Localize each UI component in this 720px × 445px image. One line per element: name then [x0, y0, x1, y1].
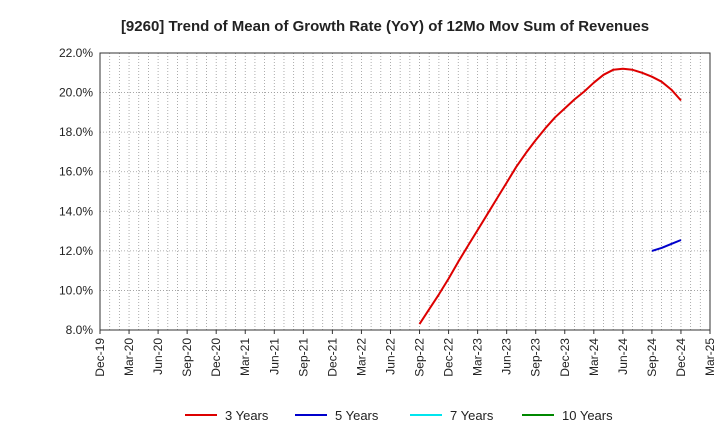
x-tick-label: Jun-23: [500, 338, 514, 375]
legend-label: 3 Years: [225, 408, 269, 423]
series-lines: [418, 67, 682, 325]
x-tick-label: Mar-22: [354, 338, 368, 376]
legend: 3 Years 5 Years 7 Years 10 Years: [185, 408, 613, 423]
x-tick-label: Mar-20: [122, 338, 136, 376]
y-tick-label: 16.0%: [59, 165, 93, 179]
x-tick-label: Dec-22: [442, 338, 456, 377]
x-tick-label: Sep-24: [645, 338, 659, 377]
grid: [100, 53, 710, 330]
x-tick-label: Mar-23: [471, 338, 485, 376]
x-tick-label: Dec-20: [209, 338, 223, 377]
legend-label: 5 Years: [335, 408, 379, 423]
axes: 8.0% 10.0% 12.0% 14.0% 16.0% 18.0% 20.0% 22.0% D…: [59, 46, 717, 377]
x-tick-label: Mar-24: [587, 338, 601, 376]
x-tick-label: Jun-20: [151, 338, 165, 375]
x-tick-label: Sep-21: [296, 338, 310, 377]
series-line-3-years: [418, 67, 682, 325]
y-tick-label: 10.0%: [59, 283, 93, 297]
legend-label: 7 Years: [450, 408, 494, 423]
x-tick-label: Dec-24: [674, 338, 688, 377]
x-tick-label: Dec-23: [558, 338, 572, 377]
y-tick-label: 18.0%: [59, 125, 93, 139]
y-tick-label: 20.0%: [59, 86, 93, 100]
x-tick-label: Mar-25: [703, 338, 717, 376]
x-tick-label: Sep-23: [529, 338, 543, 377]
y-tick-label: 22.0%: [59, 46, 93, 60]
x-tick-label: Mar-21: [238, 338, 252, 376]
x-tick-label: Dec-19: [93, 338, 107, 377]
x-tick-label: Jun-22: [383, 338, 397, 375]
x-tick-label: Sep-20: [180, 338, 194, 377]
series-line-5-years: [651, 239, 682, 252]
plot-frame: [99, 52, 711, 331]
y-tick-label: 14.0%: [59, 204, 93, 218]
x-tick-label: Jun-24: [616, 338, 630, 375]
x-tick-label: Sep-22: [413, 338, 427, 377]
legend-label: 10 Years: [562, 408, 613, 423]
chart-title: [9260] Trend of Mean of Growth Rate (YoY…: [121, 18, 649, 35]
x-tick-label: Dec-21: [325, 338, 339, 377]
y-tick-label: 8.0%: [66, 323, 94, 337]
x-tick-label: Jun-21: [267, 338, 281, 375]
y-tick-label: 12.0%: [59, 244, 93, 258]
